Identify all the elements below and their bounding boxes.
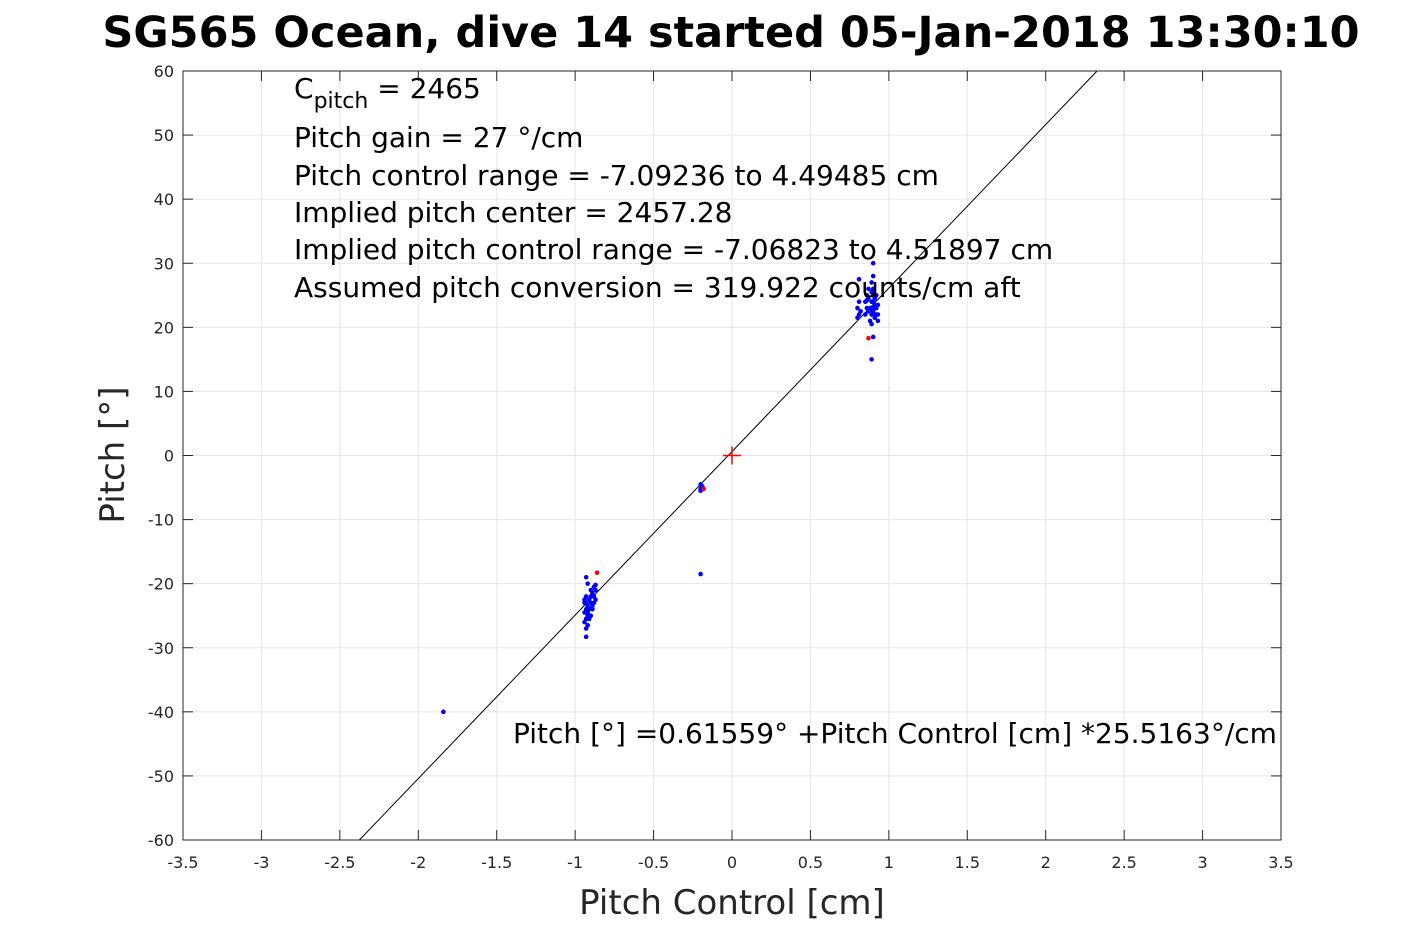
data-point-red: [701, 486, 707, 492]
data-point-blue: [698, 571, 703, 577]
data-point-blue: [856, 299, 862, 305]
data-points: [441, 260, 881, 715]
annotation-line-5: Assumed pitch conversion = 319.922 count…: [294, 271, 1021, 304]
y-tick-label: -30: [148, 639, 174, 658]
data-point-blue: [583, 634, 589, 640]
data-point-blue: [441, 709, 446, 715]
c-pitch-symbol: C: [294, 72, 314, 105]
x-axis-ticks: -3.5 -3 -2.5 -2 -1.5 -1 -0.5 0 0.5 1 1.5 2 2.5 3 3.5: [167, 71, 1294, 872]
data-point-blue: [855, 315, 860, 321]
data-point-blue: [875, 302, 881, 308]
y-tick-label: 10: [154, 382, 174, 401]
data-point-blue: [856, 276, 862, 282]
data-point-blue: [583, 626, 589, 631]
x-tick-label: -3: [253, 853, 269, 872]
annotation-line-3: Implied pitch center = 2457.28: [294, 196, 732, 229]
data-point-blue: [870, 286, 876, 292]
data-point-blue: [875, 312, 881, 317]
data-point-red: [866, 335, 871, 341]
data-point-blue: [593, 582, 598, 588]
y-tick-label: 20: [154, 318, 174, 337]
x-tick-label: 3.5: [1268, 853, 1293, 872]
data-point-blue: [588, 587, 594, 593]
data-point-blue: [858, 309, 863, 314]
x-tick-label: -2: [410, 853, 426, 872]
data-point-blue: [869, 357, 874, 362]
data-point-blue: [867, 307, 873, 312]
x-tick-label: 0: [727, 853, 737, 872]
c-pitch-subscript: pitch: [314, 89, 369, 114]
y-tick-label: 50: [154, 126, 174, 145]
chart-title: SG565 Ocean, dive 14 started 05-Jan-2018…: [102, 8, 1359, 58]
y-tick-label: 40: [154, 190, 174, 209]
x-tick-label: 2.5: [1111, 853, 1136, 872]
y-tick-label: -20: [148, 575, 174, 594]
y-tick-label: -40: [148, 703, 174, 722]
x-tick-label: -0.5: [638, 853, 669, 872]
data-point-blue: [582, 619, 587, 625]
data-point-blue: [585, 610, 590, 615]
annotation-line-4: Implied pitch control range = -7.06823 t…: [294, 233, 1053, 266]
y-tick-label: -10: [148, 511, 174, 530]
data-point-blue: [590, 603, 595, 609]
annotation-line-1: Pitch gain = 27 °/cm: [294, 121, 583, 154]
data-point-blue: [582, 597, 587, 602]
y-tick-label: 0: [164, 447, 174, 466]
plot-frame: [182, 70, 1282, 841]
c-pitch-value: = 2465: [368, 72, 481, 105]
data-point-red: [594, 570, 600, 576]
x-tick-label: 0.5: [798, 853, 823, 872]
data-point-blue: [869, 280, 874, 285]
data-point-blue: [585, 581, 590, 586]
x-tick-label: 1: [884, 853, 894, 872]
annotation-block: Cpitch = 2465 Pitch gain = 27 °/cm Pitch…: [294, 72, 1053, 304]
data-point-blue: [866, 286, 871, 292]
data-point-blue: [870, 334, 876, 340]
x-tick-label: -2.5: [324, 853, 355, 872]
y-tick-label: 60: [154, 62, 174, 81]
data-point-blue: [870, 273, 876, 279]
data-point-blue: [583, 574, 589, 580]
fit-equation: Pitch [°] =0.61559° +Pitch Control [cm] …: [513, 717, 1277, 750]
y-tick-label: -50: [148, 767, 174, 786]
data-point-blue: [870, 260, 876, 266]
x-axis-label: Pitch Control [cm]: [579, 883, 885, 923]
data-point-blue: [863, 312, 868, 317]
data-point-blue: [586, 616, 592, 622]
x-tick-label: 3: [1197, 853, 1207, 872]
x-tick-label: -1.5: [481, 853, 512, 872]
x-tick-label: -3.5: [167, 853, 198, 872]
center-marker: [723, 446, 741, 465]
data-point-blue: [590, 607, 595, 612]
data-point-blue: [874, 292, 879, 298]
annotation-line-2: Pitch control range = -7.09236 to 4.4948…: [294, 159, 939, 192]
x-tick-label: 2: [1041, 853, 1051, 872]
x-tick-label: 1.5: [955, 853, 980, 872]
y-axis-label: Pitch [°]: [93, 386, 133, 523]
data-point-blue: [875, 318, 881, 324]
annotation-c-pitch: Cpitch = 2465: [294, 72, 481, 114]
data-point-blue: [855, 305, 860, 311]
y-tick-label: -60: [148, 831, 174, 850]
x-tick-label: -1: [567, 853, 583, 872]
data-point-blue: [593, 597, 598, 602]
y-tick-label: 30: [154, 254, 174, 273]
data-point-blue: [864, 298, 870, 303]
data-point-blue: [869, 321, 874, 327]
